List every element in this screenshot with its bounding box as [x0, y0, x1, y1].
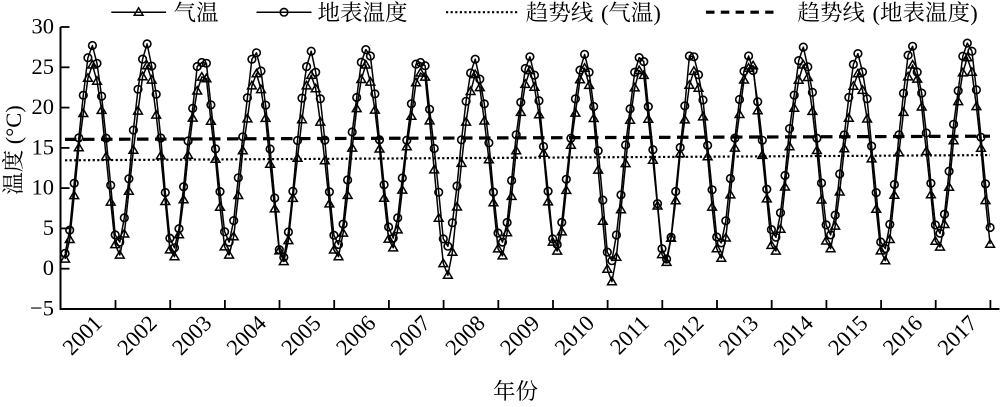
svg-text:20: 20 [32, 94, 55, 119]
svg-text:10: 10 [32, 175, 55, 200]
svg-text:15: 15 [32, 134, 55, 159]
svg-text:(°C): (°C) [1, 105, 26, 144]
svg-text:−5: −5 [30, 296, 54, 321]
svg-text:): ) [970, 0, 978, 25]
svg-text:(: ( [601, 0, 609, 25]
svg-text:): ) [653, 0, 661, 25]
svg-text:0: 0 [43, 255, 54, 280]
svg-text:30: 30 [32, 14, 55, 39]
svg-text:5: 5 [43, 215, 54, 240]
svg-text:(: ( [873, 0, 881, 25]
svg-text:25: 25 [32, 54, 55, 79]
